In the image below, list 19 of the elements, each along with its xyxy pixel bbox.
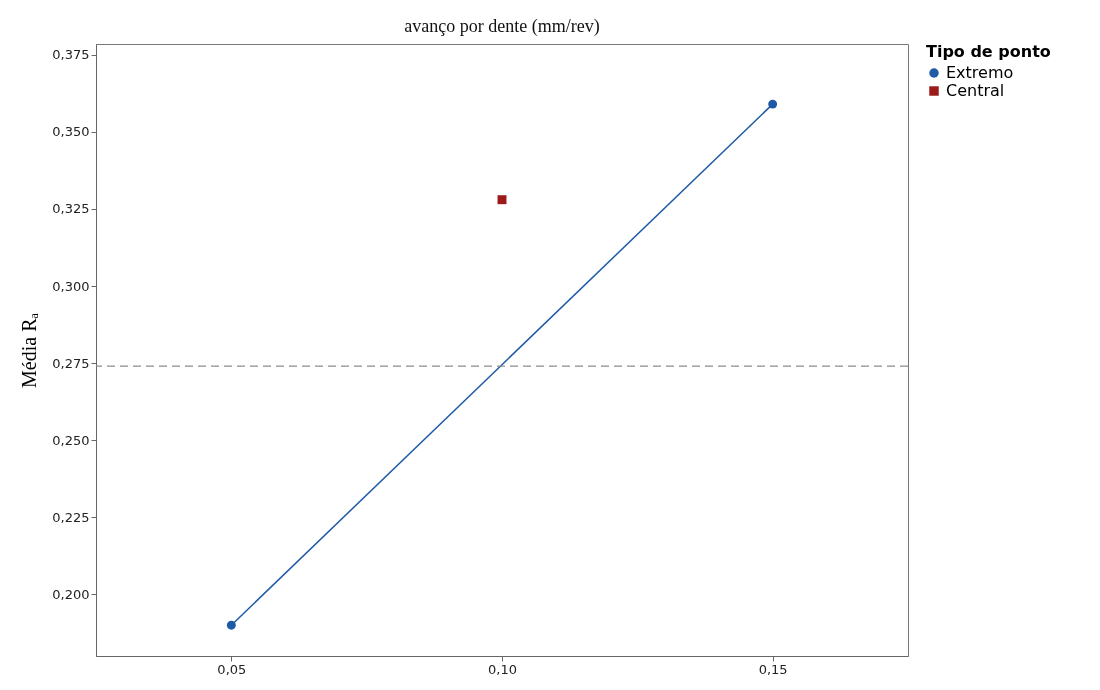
point: [226, 620, 236, 630]
x-tick-label: 0,15: [758, 661, 788, 677]
point: [768, 99, 778, 109]
y-tick-label: 0,250: [52, 432, 90, 448]
y-axis-title: Média Rₐ: [18, 312, 41, 388]
y-tick-label: 0,300: [52, 278, 90, 294]
chart-title: avanço por dente (mm/rev): [404, 16, 600, 37]
x-tick-label: 0,05: [217, 661, 247, 677]
y-tick-label: 0,275: [52, 355, 90, 371]
x-tick-label: 0,10: [488, 661, 517, 677]
legend-label: Extremo: [946, 63, 1014, 82]
y-tick-label: 0,200: [52, 586, 90, 602]
y-tick-label: 0,350: [52, 124, 90, 140]
legend-label: Central: [946, 81, 1005, 100]
y-tick-label: 0,375: [52, 47, 90, 63]
point: [497, 195, 507, 205]
legend-title: Tipo de ponto: [926, 42, 1051, 61]
y-tick-label: 0,325: [52, 201, 90, 217]
y-tick-label: 0,225: [52, 509, 90, 525]
